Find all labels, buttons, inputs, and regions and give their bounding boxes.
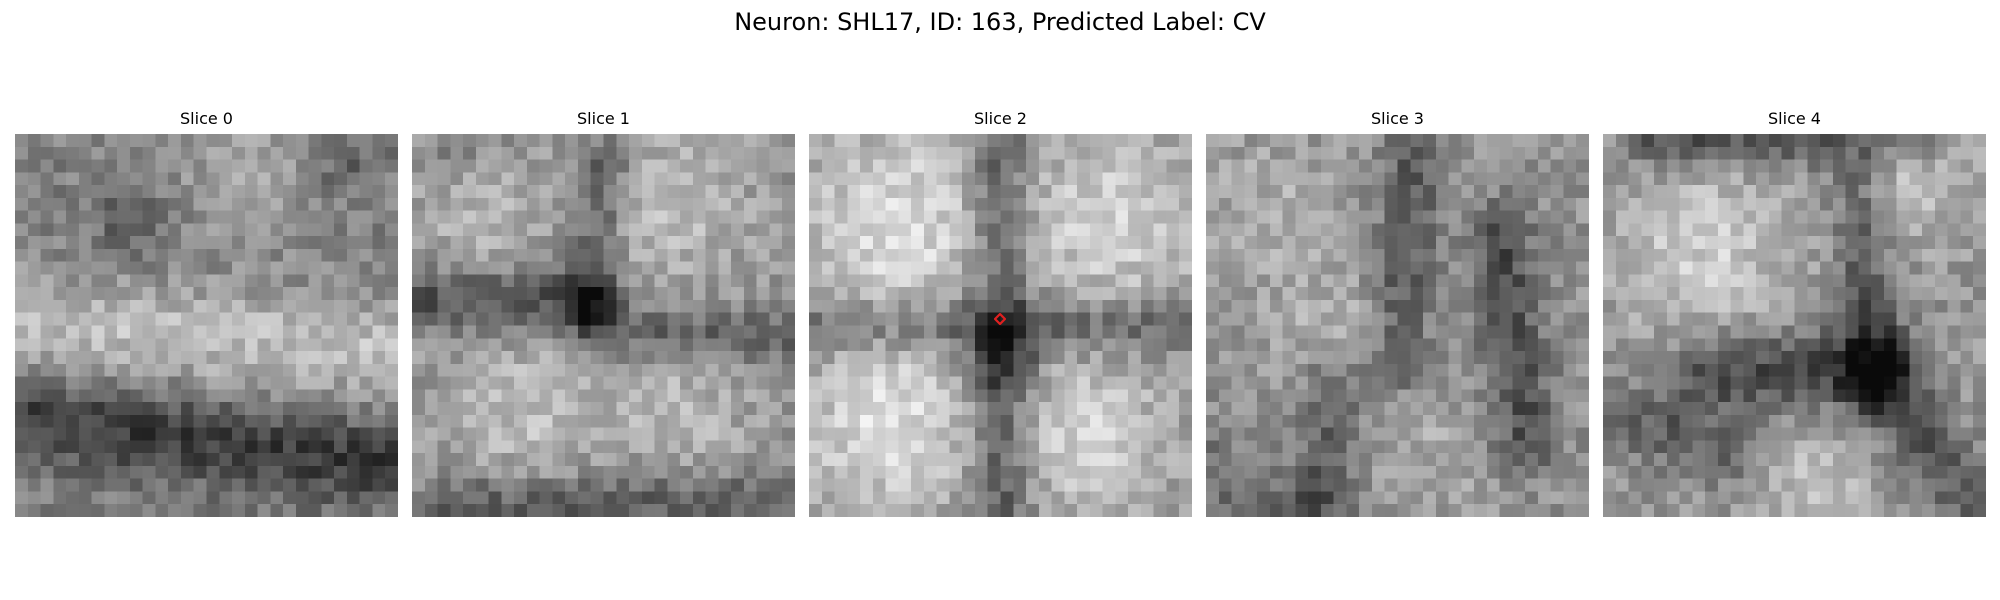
slice-image-3 [1206, 134, 1589, 517]
slice-panel-1: Slice 1 [412, 108, 795, 517]
slice-image-4 [1603, 134, 1986, 517]
slice-title-0: Slice 0 [180, 109, 233, 128]
slice-title-3: Slice 3 [1371, 109, 1424, 128]
slice-image-2 [809, 134, 1192, 517]
slice-panel-0: Slice 0 [15, 108, 398, 517]
slice-title-4: Slice 4 [1768, 109, 1821, 128]
slice-title-2: Slice 2 [974, 109, 1027, 128]
slice-panel-3: Slice 3 [1206, 108, 1589, 517]
figure-title: Neuron: SHL17, ID: 163, Predicted Label:… [734, 8, 1266, 36]
slice-panel-4: Slice 4 [1603, 108, 1986, 517]
slice-title-1: Slice 1 [577, 109, 630, 128]
slice-image-0 [15, 134, 398, 517]
slice-image-1 [412, 134, 795, 517]
slice-panel-2: Slice 2 [809, 108, 1192, 517]
